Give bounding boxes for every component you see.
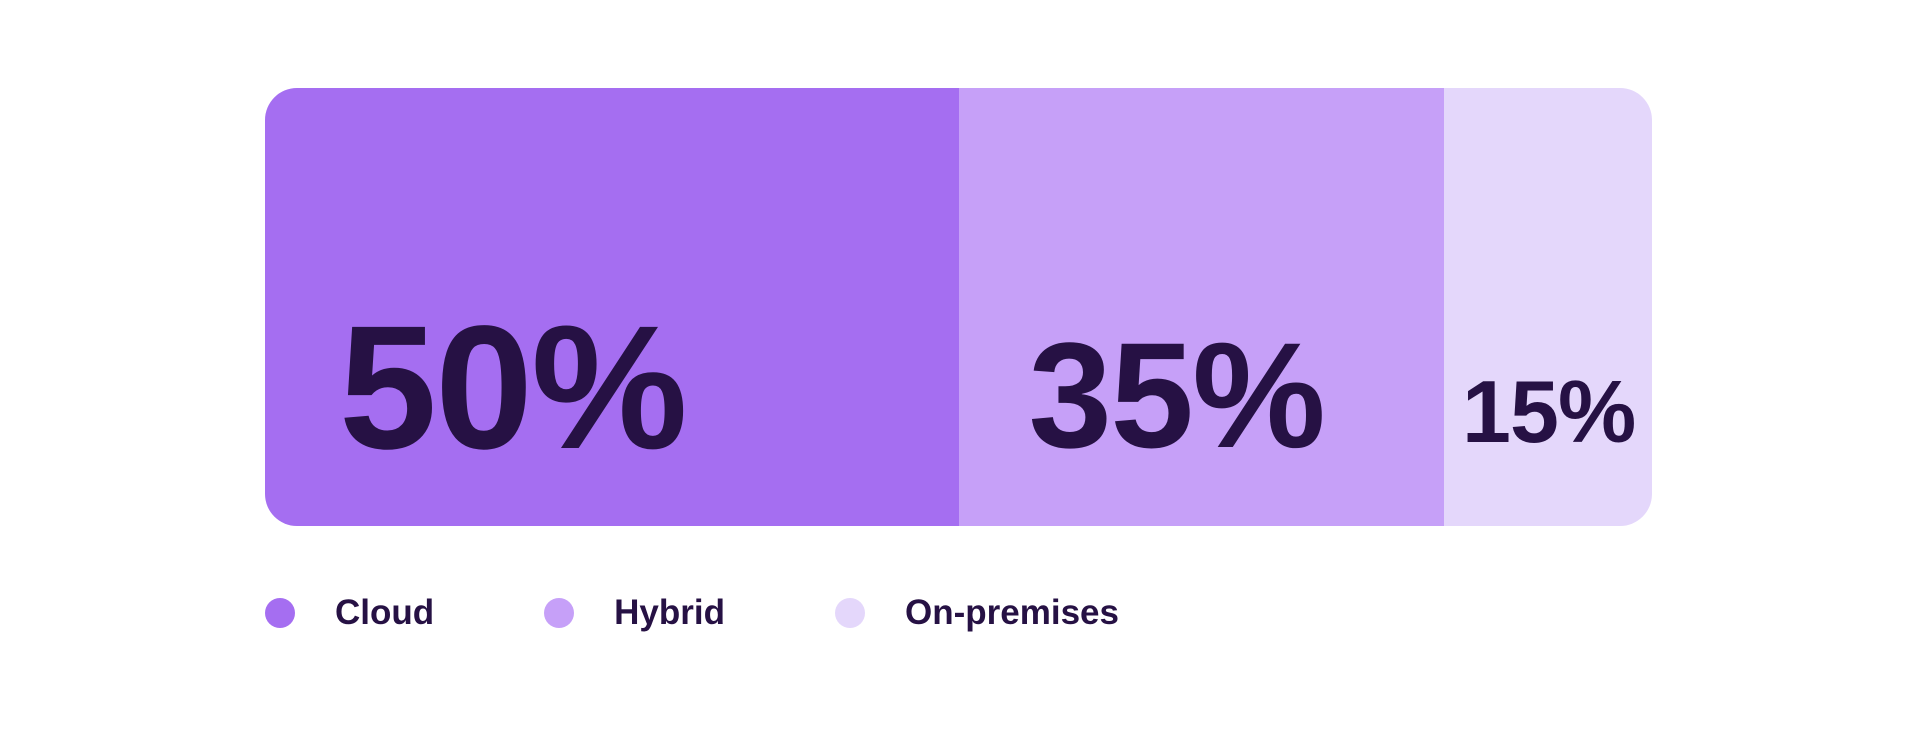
legend-item-on-premises: On-premises — [835, 592, 1119, 634]
bar-segment-hybrid: 35% — [958, 88, 1444, 526]
legend-label-on-premises: On-premises — [905, 593, 1119, 632]
bar-segment-on-premises: 15% — [1443, 88, 1652, 526]
legend-swatch-cloud-icon — [265, 598, 295, 628]
value-label-cloud: 50% — [339, 290, 688, 486]
legend-item-hybrid: Hybrid — [544, 592, 725, 634]
legend-label-hybrid: Hybrid — [614, 593, 725, 632]
value-label-on-premises: 15% — [1461, 362, 1636, 461]
legend-item-cloud: Cloud — [265, 592, 434, 634]
stacked-bar: 50% 35% 15% — [265, 88, 1652, 526]
legend-swatch-on-premises-icon — [835, 598, 865, 628]
legend-swatch-hybrid-icon — [544, 598, 575, 628]
bar-segment-cloud: 50% — [265, 88, 959, 526]
legend: Cloud Hybrid On-premises — [265, 592, 1119, 634]
value-label-hybrid: 35% — [1028, 311, 1326, 479]
legend-label-cloud: Cloud — [335, 593, 435, 632]
